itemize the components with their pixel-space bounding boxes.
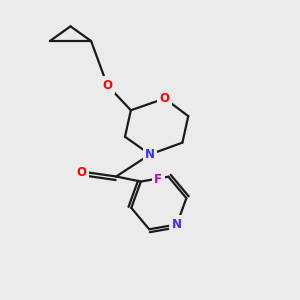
Text: O: O xyxy=(160,92,170,105)
Text: O: O xyxy=(102,79,112,92)
Text: N: N xyxy=(145,148,155,161)
Text: O: O xyxy=(77,166,87,178)
Text: F: F xyxy=(154,173,162,186)
Text: N: N xyxy=(172,218,182,231)
